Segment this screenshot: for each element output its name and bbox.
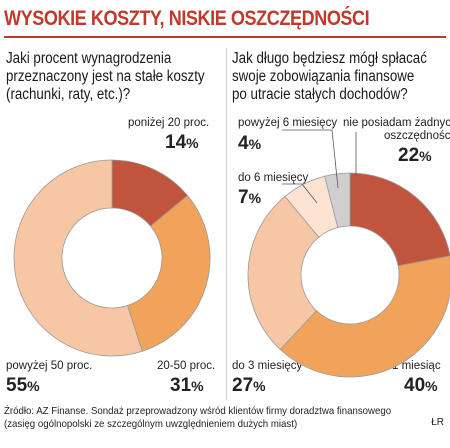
right-value-month1: 40% <box>404 375 438 396</box>
left-question: Jaki procent wynagrodzenia przeznaczony … <box>6 50 205 103</box>
leader-above6 <box>282 129 339 189</box>
right-label-upto6: do 6 miesięcy <box>238 172 309 184</box>
chart-title: WYSOKIE KOSZTY, NISKIE OSZCZĘDNOŚCI <box>4 7 370 30</box>
left-donut <box>13 159 211 357</box>
left-value-below20: 14% <box>165 132 199 153</box>
right-donut <box>247 172 450 378</box>
source-note: Źródło: AZ Finanse. Sondaż przeprowadzon… <box>4 405 392 430</box>
title-rule <box>4 36 446 38</box>
leader-lines <box>282 129 357 204</box>
right-value-none: 22% <box>398 145 432 166</box>
left-donut-slice-2 <box>13 159 143 357</box>
right-donut-slice-2 <box>247 195 320 350</box>
left-value-20to50: 31% <box>170 375 204 396</box>
right-value-above6: 4% <box>238 133 262 154</box>
right-donut-slice-1 <box>279 255 450 378</box>
left-label-20to50: 20-50 proc. <box>157 360 216 372</box>
left-donut-slice-1 <box>126 194 211 352</box>
right-label-above6: powyżej 6 miesięcy <box>238 117 338 129</box>
right-value-upto6: 7% <box>238 187 262 208</box>
right-donut-slice-0 <box>349 172 450 267</box>
right-label-month1: 1 miesiąc <box>392 360 441 372</box>
left-label-below20: poniżej 20 proc. <box>128 117 210 129</box>
right-value-upto3: 27% <box>232 375 266 396</box>
right-label-upto3: do 3 miesięcy <box>232 360 303 372</box>
right-label-none-2: oszczędności <box>384 130 450 142</box>
right-question: Jak długo będziesz mógł spłacać swoje zo… <box>232 50 427 103</box>
left-label-above50: powyżej 50 proc. <box>6 360 93 372</box>
column-divider <box>226 48 227 400</box>
leader-upto6 <box>282 183 318 204</box>
right-donut-slice-4 <box>324 172 351 229</box>
left-value-above50: 55% <box>6 375 40 396</box>
right-label-none-1: nie posiadam żadnych <box>343 117 450 129</box>
author-credit: ŁR <box>431 417 444 428</box>
